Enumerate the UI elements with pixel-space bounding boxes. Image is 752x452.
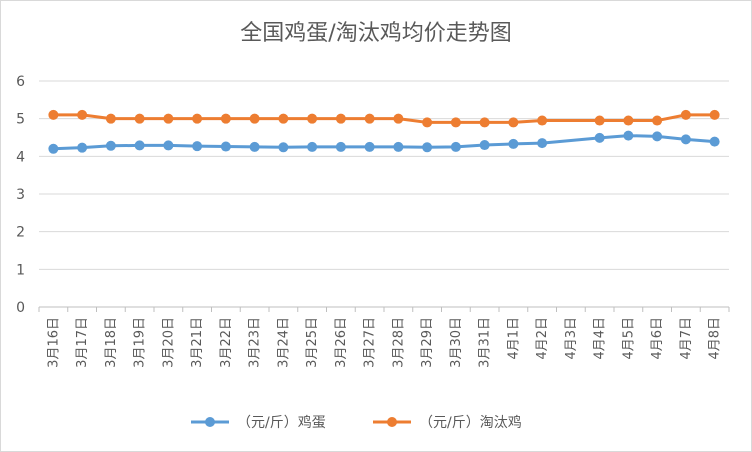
- data-point: [163, 113, 174, 124]
- data-point: [249, 113, 260, 124]
- x-tick-label: 4月6日: [650, 317, 665, 360]
- x-tick-label: 4月3日: [564, 317, 579, 360]
- x-tick-label: 3月31日: [478, 317, 493, 368]
- data-point: [680, 134, 691, 145]
- data-point: [652, 115, 663, 126]
- legend-label: （元/斤）鸡蛋: [237, 414, 326, 431]
- data-point: [278, 113, 289, 124]
- y-tick-label: 0: [16, 300, 25, 316]
- x-tick-label: 3月23日: [248, 317, 263, 368]
- legend-label: （元/斤）淘汰鸡: [419, 414, 522, 431]
- legend-marker: [387, 417, 397, 427]
- x-tick-label: 3月17日: [75, 317, 90, 368]
- data-point: [393, 141, 404, 152]
- x-tick-label: 4月5日: [621, 317, 636, 360]
- x-tick-label: 3月27日: [363, 317, 378, 368]
- x-tick-label: 4月2日: [535, 317, 550, 360]
- y-tick-label: 1: [16, 262, 25, 278]
- data-point: [422, 117, 433, 128]
- x-tick-label: 3月29日: [420, 317, 435, 368]
- data-point: [364, 113, 375, 124]
- data-point: [220, 113, 231, 124]
- data-point: [307, 141, 318, 152]
- x-tick-label: 3月25日: [305, 317, 320, 368]
- y-tick-label: 4: [16, 149, 25, 165]
- y-tick-label: 3: [16, 187, 25, 203]
- y-tick-label: 5: [16, 112, 25, 128]
- x-tick-label: 3月24日: [276, 317, 291, 368]
- x-tick-label: 3月16日: [46, 317, 61, 368]
- x-tick-label: 3月18日: [104, 317, 119, 368]
- data-point: [335, 113, 346, 124]
- data-point: [105, 140, 116, 151]
- data-point: [450, 141, 461, 152]
- data-point: [393, 113, 404, 124]
- data-point: [508, 117, 519, 128]
- data-point: [652, 131, 663, 142]
- data-point: [479, 117, 490, 128]
- data-point: [450, 117, 461, 128]
- data-point: [192, 113, 203, 124]
- data-point: [479, 140, 490, 151]
- data-point: [163, 140, 174, 151]
- data-point: [623, 115, 634, 126]
- data-point: [364, 141, 375, 152]
- data-point: [278, 142, 289, 153]
- x-tick-label: 3月20日: [161, 317, 176, 368]
- data-point: [105, 113, 116, 124]
- data-point: [77, 109, 88, 120]
- data-point: [709, 109, 720, 120]
- chart-title: 全国鸡蛋/淘汰鸡均价走势图: [240, 21, 512, 46]
- y-tick-label: 2: [16, 225, 25, 241]
- x-tick-label: 4月8日: [708, 317, 723, 360]
- x-tick-label: 3月21日: [190, 317, 205, 368]
- data-point: [134, 113, 145, 124]
- data-point: [192, 141, 203, 152]
- data-point: [249, 141, 260, 152]
- data-point: [709, 136, 720, 147]
- data-point: [680, 109, 691, 120]
- series-line-1: [53, 134, 715, 151]
- data-point: [508, 138, 519, 149]
- x-tick-label: 3月26日: [334, 317, 349, 368]
- legend-marker: [205, 417, 215, 427]
- data-point: [335, 141, 346, 152]
- x-tick-label: 4月4日: [593, 317, 608, 360]
- data-point: [220, 141, 231, 152]
- x-tick-label: 3月22日: [219, 317, 234, 368]
- x-tick-label: 3月28日: [391, 317, 406, 368]
- y-tick-label: 6: [16, 74, 25, 90]
- x-tick-label: 3月30日: [449, 317, 464, 368]
- data-point: [537, 138, 548, 149]
- x-tick-label: 4月1日: [506, 317, 521, 360]
- x-tick-label: 3月19日: [133, 317, 148, 368]
- data-point: [48, 109, 59, 120]
- data-point: [134, 140, 145, 151]
- x-tick-label: 4月7日: [679, 317, 694, 360]
- data-point: [594, 132, 605, 143]
- data-point: [48, 143, 59, 154]
- data-point: [623, 130, 634, 141]
- data-point: [307, 113, 318, 124]
- data-point: [594, 115, 605, 126]
- data-point: [77, 142, 88, 153]
- data-point: [422, 142, 433, 153]
- data-point: [537, 115, 548, 126]
